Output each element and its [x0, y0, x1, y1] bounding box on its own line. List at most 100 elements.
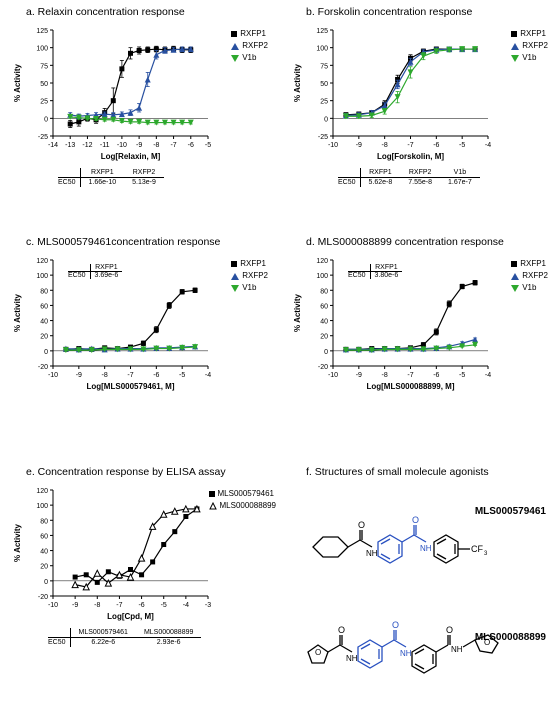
svg-text:NH: NH	[451, 645, 463, 654]
panel-d: d. MLS000088899 concentration response -…	[280, 230, 560, 460]
svg-text:-13: -13	[65, 142, 75, 149]
svg-text:80: 80	[40, 518, 48, 525]
svg-text:-6: -6	[188, 142, 194, 149]
panel-c-legend: RXFP1 RXFP2 V1b	[231, 258, 268, 294]
legend-088899: MLS000088899	[220, 500, 277, 512]
panel-d-ec50-inset: RXFP1EC503.80e-6	[348, 264, 402, 279]
svg-text:100: 100	[36, 503, 48, 510]
svg-text:-9: -9	[76, 372, 82, 379]
panel-e-title: e. Concentration response by ELISA assay	[26, 466, 272, 478]
panel-f: f. Structures of small molecule agonists…	[280, 460, 560, 710]
svg-text:20: 20	[320, 334, 328, 341]
struct-label-2: MLS000088899	[475, 632, 546, 643]
svg-text:120: 120	[36, 488, 48, 495]
legend-v1b-c: V1b	[242, 282, 256, 294]
svg-text:Log[MLS000579461, M]: Log[MLS000579461, M]	[86, 382, 174, 391]
svg-text:-9: -9	[356, 372, 362, 379]
legend-rxfp2: RXFP2	[242, 40, 268, 52]
svg-text:-10: -10	[48, 372, 58, 379]
svg-text:125: 125	[316, 28, 328, 35]
svg-text:50: 50	[40, 81, 48, 88]
svg-text:O: O	[392, 620, 399, 630]
svg-text:-8: -8	[382, 372, 388, 379]
panel-a-ec50: RXFP1RXFP2EC501.66e-105.13e-9	[58, 168, 272, 187]
svg-text:-7: -7	[407, 372, 413, 379]
panel-b-legend: RXFP1 RXFP2 V1b	[511, 28, 548, 64]
legend-v1b: V1b	[242, 52, 256, 64]
panel-e-ec50: MLS000579461MLS000088899EC506.22e-62.93e…	[48, 628, 272, 647]
svg-text:-12: -12	[82, 142, 92, 149]
svg-text:% Activity: % Activity	[13, 523, 22, 561]
svg-text:-4: -4	[485, 142, 491, 149]
svg-text:60: 60	[40, 303, 48, 310]
svg-text:% Activity: % Activity	[13, 293, 22, 331]
legend-rxfp2-c: RXFP2	[242, 270, 268, 282]
panel-f-title: f. Structures of small molecule agonists	[306, 466, 552, 478]
svg-text:-10: -10	[48, 602, 58, 609]
svg-text:80: 80	[320, 288, 328, 295]
panel-c-chart: -20020406080100120-10-9-8-7-6-5-4% Activ…	[8, 252, 272, 392]
panel-a-chart: -250255075100125-14-13-12-11-10-9-8-7-6-…	[8, 22, 272, 162]
legend-579461: MLS000579461	[218, 488, 275, 500]
svg-text:-4: -4	[205, 372, 211, 379]
svg-text:25: 25	[40, 99, 48, 106]
svg-text:-5: -5	[161, 602, 167, 609]
svg-text:-6: -6	[138, 602, 144, 609]
svg-text:40: 40	[320, 319, 328, 326]
svg-text:O: O	[446, 625, 453, 635]
svg-text:Log[Relaxin, M]: Log[Relaxin, M]	[101, 152, 161, 161]
svg-text:-8: -8	[153, 142, 159, 149]
svg-text:-25: -25	[318, 134, 328, 141]
svg-text:Log[Cpd, M]: Log[Cpd, M]	[107, 612, 154, 621]
svg-text:0: 0	[324, 349, 328, 356]
svg-text:-11: -11	[100, 142, 110, 149]
legend-rxfp1-d: RXFP1	[520, 258, 546, 270]
legend-rxfp1: RXFP1	[240, 28, 266, 40]
panel-d-legend: RXFP1 RXFP2 V1b	[511, 258, 548, 294]
svg-text:-8: -8	[382, 142, 388, 149]
svg-text:40: 40	[40, 319, 48, 326]
svg-text:20: 20	[40, 334, 48, 341]
panel-d-title: d. MLS000088899 concentration response	[306, 236, 552, 248]
svg-text:25: 25	[320, 99, 328, 106]
svg-text:-9: -9	[356, 142, 362, 149]
panel-b-ec50: RXFP1RXFP2V1bEC505.62e-87.55e-81.67e-7	[338, 168, 552, 187]
svg-text:O: O	[315, 648, 321, 657]
svg-text:-4: -4	[485, 372, 491, 379]
struct-label-1: MLS000579461	[475, 506, 546, 517]
svg-text:NH: NH	[366, 549, 378, 558]
svg-text:% Activity: % Activity	[293, 63, 302, 101]
svg-text:0: 0	[44, 579, 48, 586]
svg-text:50: 50	[320, 81, 328, 88]
svg-text:% Activity: % Activity	[293, 293, 302, 331]
svg-text:75: 75	[40, 63, 48, 70]
svg-text:-6: -6	[433, 372, 439, 379]
svg-text:100: 100	[36, 46, 48, 53]
panel-a: a. Relaxin concentration response -25025…	[0, 0, 280, 230]
svg-text:-7: -7	[407, 142, 413, 149]
legend-rxfp2-d: RXFP2	[522, 270, 548, 282]
panel-c-title: c. MLS000579461concentration response	[26, 236, 272, 248]
svg-text:0: 0	[324, 116, 328, 123]
panel-c-ec50-inset: RXFP1EC503.69e-6	[68, 264, 122, 279]
panel-e-legend: MLS000579461 MLS000088899	[209, 488, 277, 512]
panel-b: b. Forskolin concentration response -250…	[280, 0, 560, 230]
legend-v1b-d: V1b	[522, 282, 536, 294]
svg-text:O: O	[412, 515, 419, 525]
svg-text:-7: -7	[170, 142, 176, 149]
svg-text:-7: -7	[127, 372, 133, 379]
svg-text:-20: -20	[318, 364, 328, 371]
svg-text:O: O	[338, 625, 345, 635]
panel-a-legend: RXFP1 RXFP2 V1b	[231, 28, 268, 64]
svg-text:-8: -8	[94, 602, 100, 609]
svg-text:NH: NH	[400, 649, 412, 658]
svg-text:-4: -4	[183, 602, 189, 609]
svg-text:CF: CF	[471, 544, 483, 554]
svg-text:-5: -5	[459, 372, 465, 379]
svg-text:-9: -9	[136, 142, 142, 149]
svg-text:% Activity: % Activity	[13, 63, 22, 101]
svg-text:0: 0	[44, 116, 48, 123]
svg-text:80: 80	[40, 288, 48, 295]
svg-text:-10: -10	[328, 372, 338, 379]
panel-e-chart: -20020406080100120-10-9-8-7-6-5-4-3% Act…	[8, 482, 272, 622]
